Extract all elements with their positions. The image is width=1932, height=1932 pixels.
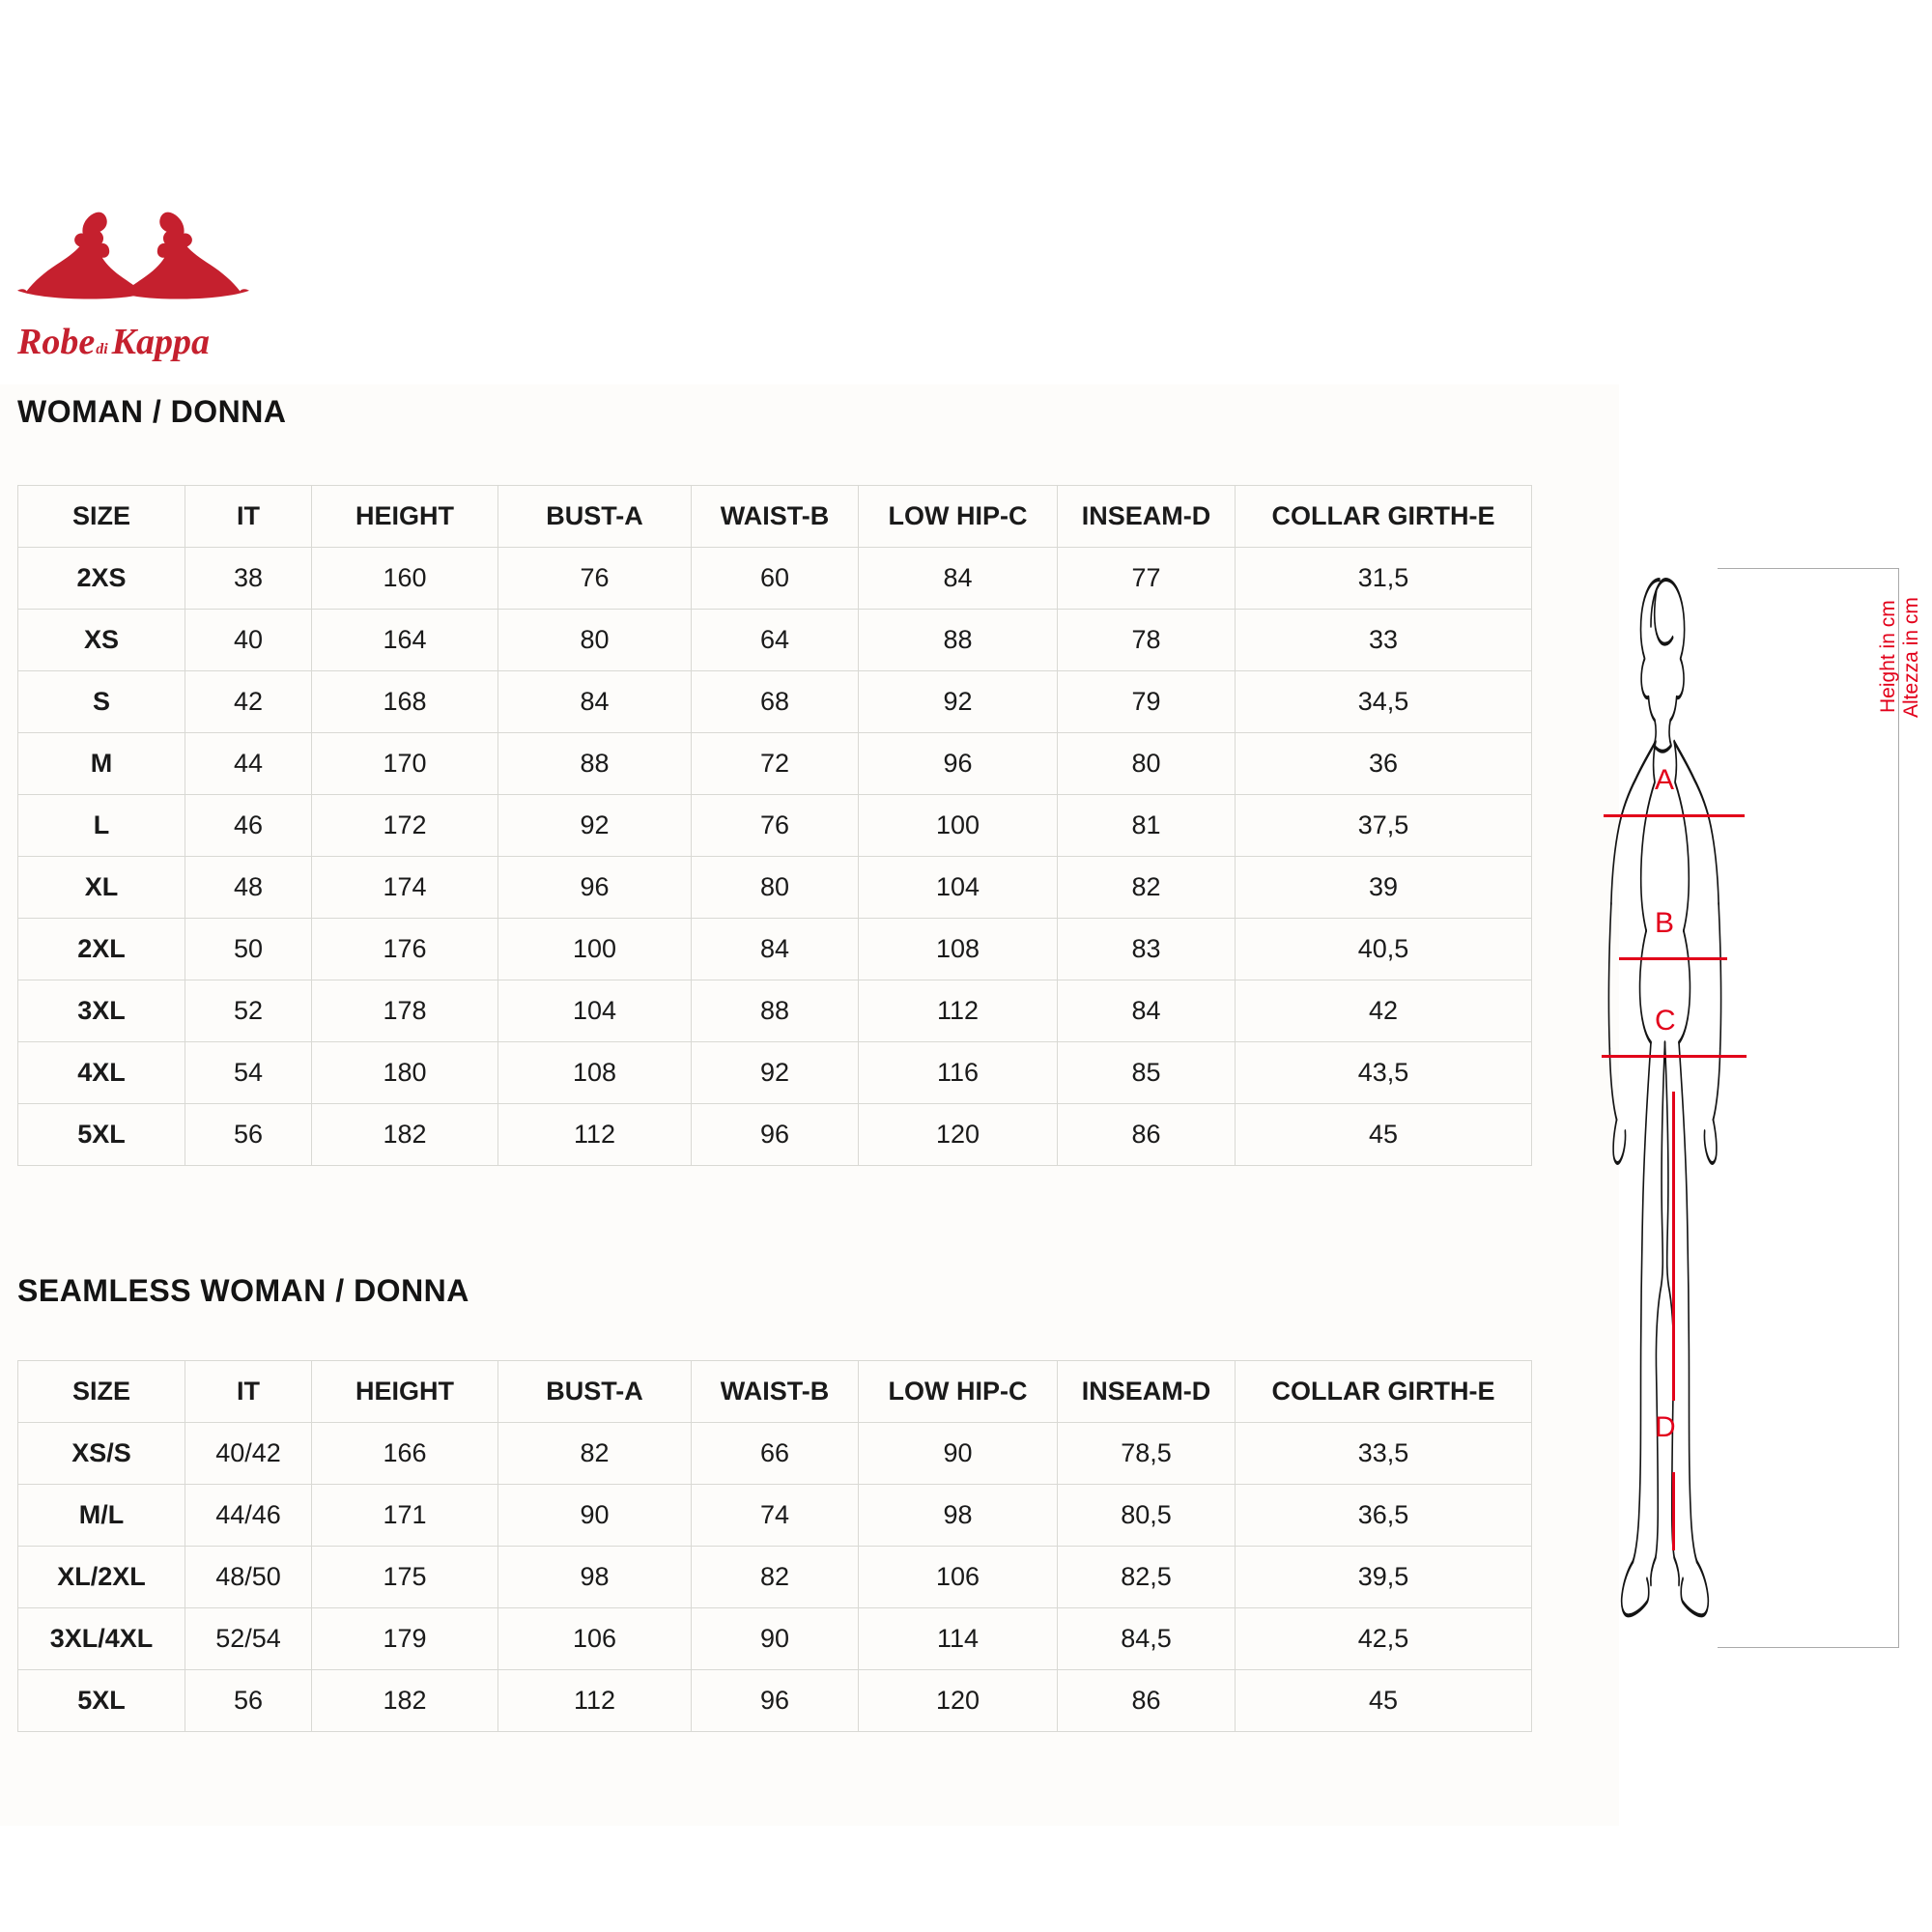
svg-text:RobediKappa: Robedi Kappa: [17, 322, 210, 362]
